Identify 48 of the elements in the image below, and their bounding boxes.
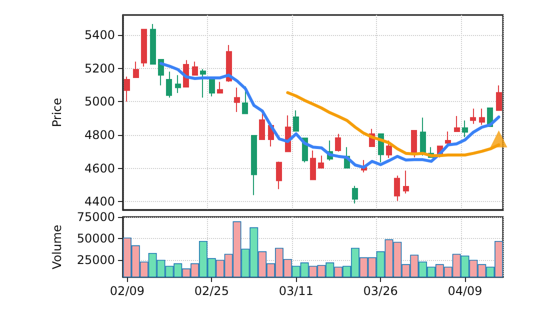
candlestick xyxy=(454,116,460,132)
candlestick xyxy=(293,110,299,132)
candlestick xyxy=(150,24,156,65)
y-tick-label: 50000 xyxy=(76,231,115,246)
candlestick xyxy=(496,84,502,111)
candlestick xyxy=(259,113,265,140)
candlestick xyxy=(124,76,130,102)
candlestick xyxy=(411,130,417,158)
candlestick xyxy=(166,71,172,98)
candlestick xyxy=(200,68,206,98)
x-tick-label: 04/09 xyxy=(448,284,482,298)
y-tick-label: 25000 xyxy=(76,252,115,267)
y-axis-title: Price xyxy=(50,98,64,128)
candlestick xyxy=(403,170,409,194)
candlestick xyxy=(175,74,181,94)
candlestick xyxy=(276,161,282,190)
candlestick xyxy=(386,140,392,158)
candlestick xyxy=(335,133,341,152)
x-tick-label: 03/11 xyxy=(278,284,314,298)
candlestick xyxy=(470,108,476,124)
x-tick-label: 03/26 xyxy=(363,284,398,298)
candlestick xyxy=(242,86,248,114)
candlestick xyxy=(352,185,358,204)
candlestick xyxy=(394,175,400,202)
candlestick xyxy=(234,87,240,112)
candlestick xyxy=(217,81,223,94)
candlestick xyxy=(310,150,316,180)
x-tick-label: 02/25 xyxy=(194,284,229,298)
candlestick xyxy=(318,155,324,168)
candlestick xyxy=(192,61,198,76)
y-axis-title: Volume xyxy=(50,224,64,270)
line-series xyxy=(160,62,500,169)
y-tick-label: 5400 xyxy=(84,28,115,42)
y-tick-label: 4800 xyxy=(84,128,115,142)
candlestick xyxy=(141,28,147,68)
y-tick-label: 5000 xyxy=(84,94,115,109)
y-tick-label: 5200 xyxy=(84,61,115,76)
candlestick xyxy=(133,61,139,78)
candlestick xyxy=(445,131,451,146)
candlestick xyxy=(251,135,257,196)
y-tick-label: 75000 xyxy=(76,210,115,224)
candlestick xyxy=(420,117,426,156)
candlestick xyxy=(209,78,215,97)
candlestick xyxy=(462,120,468,138)
x-tick-label: 02/09 xyxy=(110,284,145,298)
candlestick xyxy=(479,108,485,126)
y-tick-label: 4400 xyxy=(84,194,115,209)
y-tick-label: 4600 xyxy=(84,161,115,176)
